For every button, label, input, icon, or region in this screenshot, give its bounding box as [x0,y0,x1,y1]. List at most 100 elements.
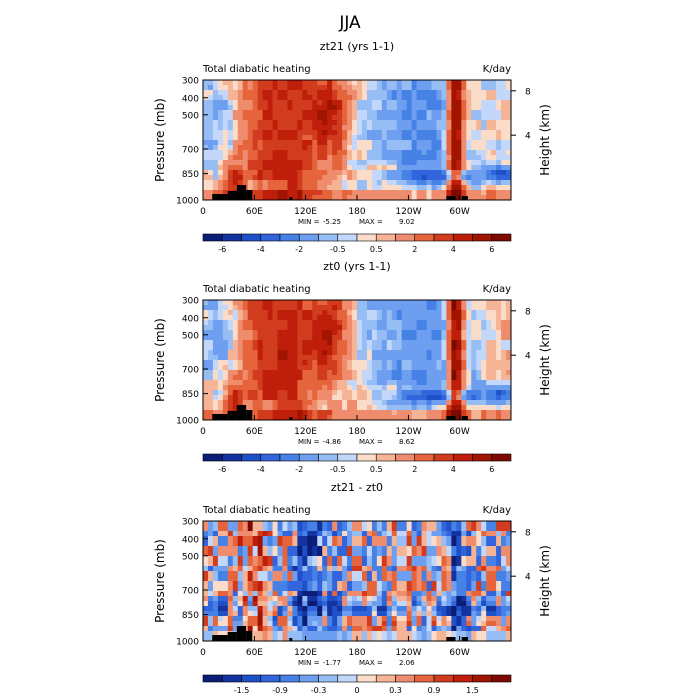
heatmap-cell [376,170,383,176]
heatmap-cell [466,185,472,191]
heatmap-cell [406,631,413,637]
colorbar-swatch [298,233,319,242]
heatmap-cell [481,531,487,537]
heatmap-cell [322,145,328,151]
heatmap-cell [396,601,403,607]
heatmap-cell [461,320,467,326]
heatmap-cell [371,596,378,602]
heatmap-cell [232,85,239,91]
heatmap-cell [501,160,507,166]
heatmap-cell [252,370,259,376]
heatmap-cell [431,165,437,171]
heatmap-cell [386,566,393,572]
heatmap-cell [371,330,378,336]
heatmap-cell [357,536,363,542]
heatmap-cell [282,621,288,627]
heatmap-cell [337,395,343,401]
heatmap-cell [471,115,477,121]
heatmap-cell [207,531,214,537]
heatmap-cell [252,335,259,341]
heatmap-cell [312,410,318,416]
heatmap-cell [426,115,432,121]
heatmap-cell [337,130,343,136]
heatmap-cell [317,165,323,171]
heatmap-cell [436,380,442,386]
heatmap-cell [247,581,254,587]
heatmap-cell [322,365,328,371]
terrain-block [289,638,293,641]
heatmap-cell [426,541,432,547]
heatmap-cell [342,320,348,326]
heatmap-cell [247,626,254,632]
heatmap-cell [282,365,288,371]
heatmap-cell [401,130,408,136]
heatmap-cell [327,300,333,306]
heatmap-cell [357,606,363,612]
heatmap-cell [242,521,249,527]
heatmap-cell [441,390,447,396]
heatmap-cell [292,85,298,91]
heatmap-cell [431,631,437,637]
heatmap-cell [391,315,398,321]
heatmap-cell [352,576,358,582]
heatmap-cell [466,350,472,356]
heatmap-cell [456,185,462,191]
heatmap-cell [466,90,472,96]
heatmap-cell [501,85,507,91]
heatmap-cell [292,621,298,627]
heatmap-cell [262,360,268,366]
heatmap-cell [337,616,343,622]
heatmap-cell [302,95,308,101]
heatmap-cell [267,360,273,366]
heatmap-cell [257,110,264,116]
heatmap-cell [391,581,398,587]
heatmap-cell [376,145,383,151]
heatmap-cell [267,561,273,567]
heatmap-cell [322,395,328,401]
heatmap-cell [401,526,408,532]
heatmap-cell [282,140,288,146]
heatmap-cell [396,631,403,637]
heatmap-cell [332,581,338,587]
heatmap-cell [426,546,432,552]
heatmap-cell [257,170,264,176]
heatmap-cell [317,551,323,557]
heatmap-cell [322,80,328,86]
heatmap-cell [347,175,353,181]
heatmap-cell [481,581,487,587]
heatmap-cell [491,370,497,376]
heatmap-cell [282,410,288,416]
heatmap-cell [252,581,259,587]
heatmap-cell [322,300,328,306]
heatmap-cell [466,140,472,146]
heatmap-cell [416,175,422,181]
heatmap-cell [366,636,373,642]
heatmap-cell [292,556,298,562]
heatmap-cell [277,160,283,166]
heatmap-cell [227,526,234,532]
heatmap-cell [496,115,502,121]
heatmap-cell [386,611,393,617]
heatmap-cell [406,335,413,341]
heatmap-cell [217,360,224,366]
heatmap-cell [207,601,214,607]
heatmap-cell [411,330,418,336]
heatmap-cell [242,541,249,547]
heatmap-cell [496,410,502,416]
colorbar-tick-label: 6 [489,465,494,474]
heatmap-cell [203,305,209,311]
terrain-block [227,632,237,641]
heatmap-cell [287,345,293,351]
heatmap-cell [332,105,338,111]
heatmap-cell [337,190,343,196]
heatmap-cell [461,521,467,527]
heatmap-cell [237,300,244,306]
heatmap-cell [461,581,467,587]
heatmap-cell [277,90,283,96]
heatmap-cell [272,185,278,191]
heatmap-cell [227,135,234,141]
heatmap-cell [287,180,293,186]
heatmap-cell [471,390,477,396]
units-label: K/day [483,64,511,75]
heatmap-cell [401,135,408,141]
